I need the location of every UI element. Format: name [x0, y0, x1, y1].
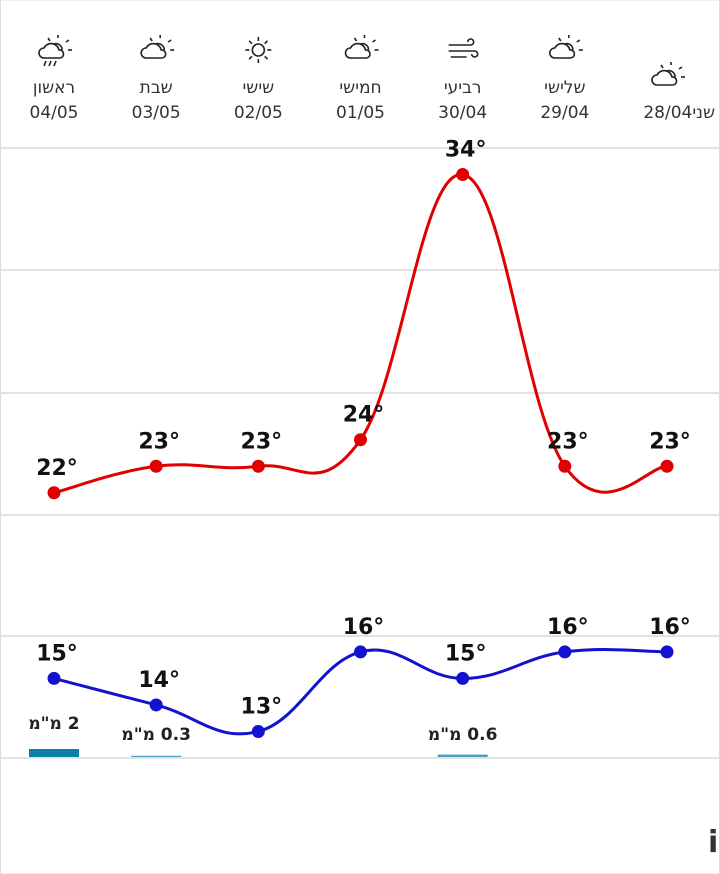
ray [264, 55, 269, 60]
weather-icon [245, 37, 272, 63]
temp-point [660, 459, 674, 473]
date: 29/04 [540, 103, 589, 123]
temp-label: 24° [343, 403, 385, 428]
temp-label: 23° [649, 429, 691, 454]
date: 28/04 [643, 103, 692, 123]
temp-point [354, 433, 367, 447]
temp-point [251, 724, 265, 738]
temp-point [149, 698, 163, 712]
temp-label: 34° [445, 138, 487, 163]
precip-bar [437, 754, 488, 757]
precip-label: 0.6 מ"מ [428, 725, 498, 745]
cloud [651, 69, 678, 86]
ray [264, 40, 269, 45]
day-name: חמישי [339, 78, 381, 98]
temp-point [47, 671, 61, 685]
temp-label: 23° [138, 429, 180, 454]
temp-point [660, 645, 674, 659]
rain [53, 60, 57, 67]
sun [251, 43, 266, 57]
ray [167, 39, 172, 43]
precip-bar [29, 749, 79, 757]
ray [372, 39, 376, 43]
weather-icon [344, 35, 379, 59]
temp-point [456, 671, 470, 685]
weather-icon [448, 38, 479, 58]
temp-point [558, 645, 572, 659]
precip-bar [131, 755, 182, 757]
rain [43, 60, 47, 67]
temp-point [251, 459, 265, 473]
ray [65, 39, 70, 43]
temp-point [149, 459, 163, 473]
temp-point [47, 486, 61, 500]
temp-point [558, 459, 572, 473]
temp-label: 15° [445, 641, 487, 666]
temp-label: 14° [138, 668, 180, 693]
day-name: שבת [140, 78, 173, 98]
date: 30/04 [438, 103, 487, 123]
ray [248, 55, 253, 60]
day-name: שני [692, 103, 715, 123]
ray [149, 37, 153, 42]
cloud [549, 42, 576, 59]
wind [448, 38, 479, 58]
weather-icon [38, 35, 72, 67]
day-label: 28/04שני [643, 103, 715, 123]
temp-label: 13° [241, 694, 283, 719]
ray [660, 64, 664, 69]
ray [248, 40, 253, 45]
ray [678, 66, 683, 70]
precip-label: 2 מ"מ [28, 714, 79, 734]
weather-icon [549, 35, 583, 59]
weather-icon [140, 35, 175, 59]
date: 04/05 [30, 103, 79, 123]
temp-label: 23° [241, 429, 283, 454]
date: 01/05 [336, 103, 385, 123]
cloud [140, 42, 167, 59]
day-name: רביעי [444, 78, 482, 98]
date: 02/05 [234, 103, 283, 123]
ray [353, 37, 358, 42]
ray [558, 37, 562, 42]
temp-point [456, 168, 470, 182]
cloud [344, 42, 371, 59]
temp-label: 16° [649, 615, 691, 640]
precip-label: 0.3 מ"מ [121, 725, 191, 745]
dividers [0, 147, 720, 759]
ray [47, 37, 51, 42]
day-name: ראשון [33, 78, 75, 98]
ray [576, 39, 581, 43]
temp-label: 16° [343, 615, 385, 640]
title: מזג אוויר שעתי בתל אביב-יפו ims [708, 825, 720, 860]
temp-label: 22° [36, 456, 78, 481]
temp-point [354, 645, 367, 659]
date: 03/05 [132, 103, 181, 123]
day-name: שישי [242, 78, 274, 98]
temp-label: 16° [547, 615, 589, 640]
temp-label: 23° [547, 429, 589, 454]
temp-label: 15° [36, 641, 78, 666]
day-name: שלישי [544, 78, 585, 98]
weather-icon [651, 62, 685, 86]
rain [48, 60, 52, 67]
cloud [38, 42, 65, 59]
